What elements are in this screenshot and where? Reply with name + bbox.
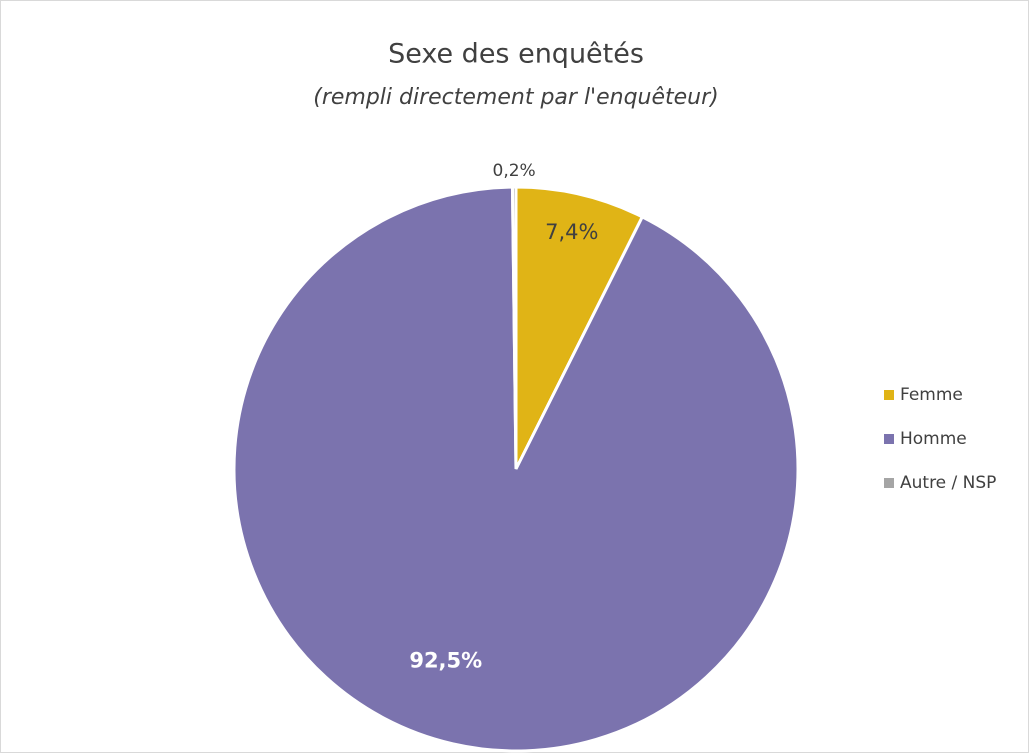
- legend-label: Autre / NSP: [900, 473, 996, 493]
- pie-slice: [514, 185, 645, 470]
- legend-swatch: [884, 390, 894, 400]
- legend-swatch: [884, 478, 894, 488]
- legend-label: Femme: [900, 385, 963, 405]
- legend-swatch: [884, 434, 894, 444]
- data-label: 7,4%: [545, 220, 598, 244]
- chart-title: Sexe des enquêtés: [388, 39, 644, 70]
- chart-subtitle: (rempli directement par l'enquêteur): [313, 85, 719, 110]
- data-label: 92,5%: [409, 648, 482, 672]
- pie-slice: [510, 185, 518, 470]
- data-label: 0,2%: [493, 161, 536, 181]
- legend-label: Homme: [900, 429, 967, 449]
